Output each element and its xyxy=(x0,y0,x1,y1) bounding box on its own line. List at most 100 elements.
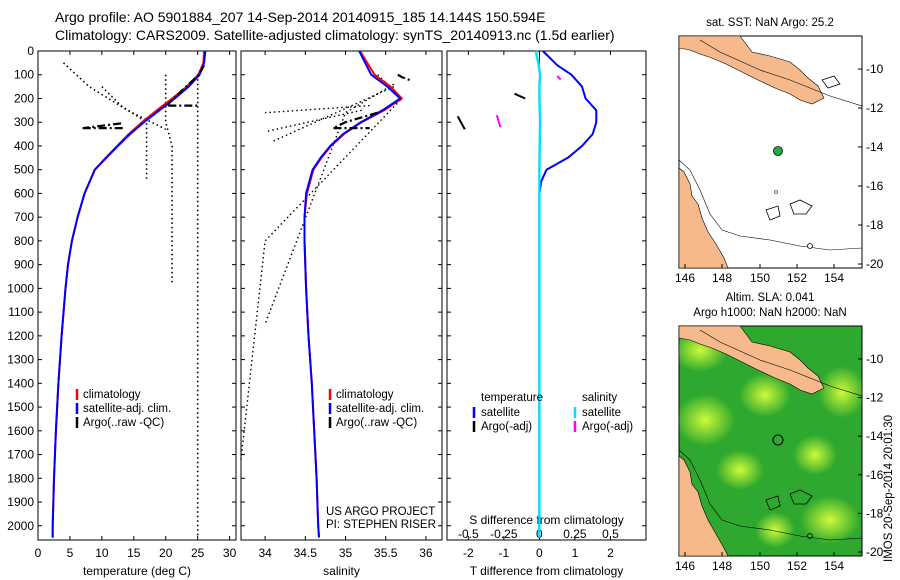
figure-title-line-1: Argo profile: AO 5901884_207 14-Sep-2014… xyxy=(55,9,546,25)
difference-top-xtick-label: -0.5 xyxy=(458,527,479,541)
map_top-lat-label: -20 xyxy=(866,257,884,271)
depth-tick-label: 2000 xyxy=(7,519,34,533)
map_top-lat-label: -10 xyxy=(866,62,884,76)
bathy-contour xyxy=(679,159,862,251)
difference-xtick-label: -1 xyxy=(499,546,510,560)
difference-xtick-label: 2 xyxy=(607,546,614,560)
salinity-legend-item: Argo(..raw -QC) xyxy=(336,417,417,429)
depth-tick-label: 800 xyxy=(14,234,34,248)
temperature-xlabel: temperature (deg C) xyxy=(83,564,191,578)
map_bottom-lat-label: -16 xyxy=(866,468,884,482)
difference-argo-t-line xyxy=(456,115,466,130)
map_top-lat-label: -16 xyxy=(866,179,884,193)
map_bottom-lon-label: 154 xyxy=(824,559,844,573)
map_top-lon-label: 152 xyxy=(787,271,807,285)
map_bottom-lon-label: 146 xyxy=(675,559,695,573)
depth-tick-label: 500 xyxy=(14,163,34,177)
depth-tick-label: 1300 xyxy=(7,353,34,367)
depth-tick-label: 1600 xyxy=(7,424,34,438)
salinity-xtick-label: 36 xyxy=(419,546,433,560)
map_top-lat-label: -12 xyxy=(866,101,884,115)
depth-tick-label: 600 xyxy=(14,186,34,200)
temperature-xtick-label: 30 xyxy=(223,546,237,560)
salinity-xtick-label: 34 xyxy=(258,546,272,560)
depth-tick-label: 0 xyxy=(27,44,34,58)
land-aus xyxy=(679,167,729,268)
sla-map-title-1: Altim. SLA: 0.041 xyxy=(726,292,815,304)
difference-legend-title: salinity xyxy=(582,392,617,404)
temperature-xtick-label: 25 xyxy=(191,546,205,560)
map_bottom-lat-label: -18 xyxy=(866,506,884,520)
map_top-lon-label: 148 xyxy=(712,271,732,285)
temperature-xtick-label: 20 xyxy=(159,546,173,560)
difference-argo-t-line xyxy=(514,92,526,100)
chart-difference: -2 -1 0 1 2 T difference from climatology -0.5… xyxy=(446,50,647,578)
difference-t_satellite-line xyxy=(538,50,598,538)
map_bottom-lon-label: 148 xyxy=(712,559,732,573)
map_bottom-lat-label: -20 xyxy=(866,545,884,559)
difference-xtick-label: -2 xyxy=(463,546,474,560)
sst-map-title: sat. SST: NaN Argo: 25.2 xyxy=(706,17,834,29)
temperature-xtick-label: 10 xyxy=(95,546,109,560)
difference-argo-s-line xyxy=(556,75,562,81)
depth-tick-label: 1400 xyxy=(7,376,34,390)
salinity-argo-line xyxy=(397,73,412,82)
salinity-xtick-label: 35 xyxy=(339,546,353,560)
difference-legend-item: Argo(-adj) xyxy=(582,421,633,433)
difference-frame xyxy=(446,50,647,541)
map_top-lon-label: 146 xyxy=(675,271,695,285)
salinity-satellite-line xyxy=(303,50,402,538)
salinity-argo-line xyxy=(333,111,379,130)
difference-legend-item: satellite xyxy=(582,407,621,419)
temperature-frame xyxy=(37,50,237,541)
land-png-sla xyxy=(679,326,825,395)
depth-tick-label: 400 xyxy=(14,139,34,153)
depth-tick-label: 200 xyxy=(14,91,34,105)
difference-top-xtick-label: -0.25 xyxy=(490,527,518,541)
depth-tick-label: 1800 xyxy=(7,471,34,485)
chart-temperature: 0100200300400500600700800900100011001200… xyxy=(7,44,236,578)
temperature-legend-item: Argo(..raw -QC) xyxy=(83,417,164,429)
map_top-lon-label: 154 xyxy=(824,271,844,285)
temperature-xtick-label: 0 xyxy=(35,546,42,560)
sst-map: sat. SST: NaN Argo: 25.2 146 148 150 152 154… xyxy=(675,17,884,285)
map_bottom-lon-label: 150 xyxy=(750,559,770,573)
map_bottom-lat-label: -14 xyxy=(866,429,884,443)
figure-title-line-2: Climatology: CARS2009. Satellite-adjuste… xyxy=(55,27,615,43)
temperature-legend-item: satellite-adj. clim. xyxy=(83,403,171,415)
depth-tick-label: 1200 xyxy=(7,329,34,343)
sla-map-title-2: Argo h1000: NaN h2000: NaN xyxy=(693,307,846,319)
chart-salinity: 34 34.5 35 35.5 36 salinity climatology satelli… xyxy=(240,50,443,578)
depth-tick-label: 1900 xyxy=(7,495,34,509)
difference-legend-title: temperature xyxy=(481,392,543,404)
temperature-legend-item: climatology xyxy=(83,389,141,401)
depth-tick-label: 1500 xyxy=(7,400,34,414)
map_top-lon-label: 150 xyxy=(750,271,770,285)
temperature-xtick-label: 5 xyxy=(67,546,74,560)
salinity-dotted-profile xyxy=(264,109,362,133)
difference-top-xtick-label: 0.5 xyxy=(602,527,619,541)
depth-tick-label: 1100 xyxy=(8,305,34,319)
difference-xtick-label: 0 xyxy=(536,546,543,560)
depth-tick-label: 700 xyxy=(14,210,34,224)
salinity-frame xyxy=(240,50,443,541)
project-annotation: PI: STEPHEN RISER xyxy=(326,519,436,531)
map_top-lat-label: -14 xyxy=(866,140,884,154)
difference-xtick-label: 1 xyxy=(572,546,579,560)
salinity-xtick-label: 34.5 xyxy=(294,546,318,560)
argo-location-marker xyxy=(773,146,783,156)
depth-tick-label: 100 xyxy=(14,68,34,82)
depth-tick-label: 900 xyxy=(14,258,34,272)
difference-legend-item: satellite xyxy=(481,407,520,419)
depth-tick-label: 1700 xyxy=(7,448,34,462)
salinity-dotted-profile xyxy=(264,83,395,325)
difference-xlabel: T difference from climatology xyxy=(470,564,624,578)
temperature-dotted-profile xyxy=(164,74,173,284)
map_bottom-lat-label: -10 xyxy=(866,352,884,366)
map_bottom-lat-label: -12 xyxy=(866,391,884,405)
land-png xyxy=(679,36,825,105)
temperature-argo-line xyxy=(167,64,206,106)
temperature-satellite-line xyxy=(51,50,207,538)
argo-location-marker-sla xyxy=(772,434,784,446)
